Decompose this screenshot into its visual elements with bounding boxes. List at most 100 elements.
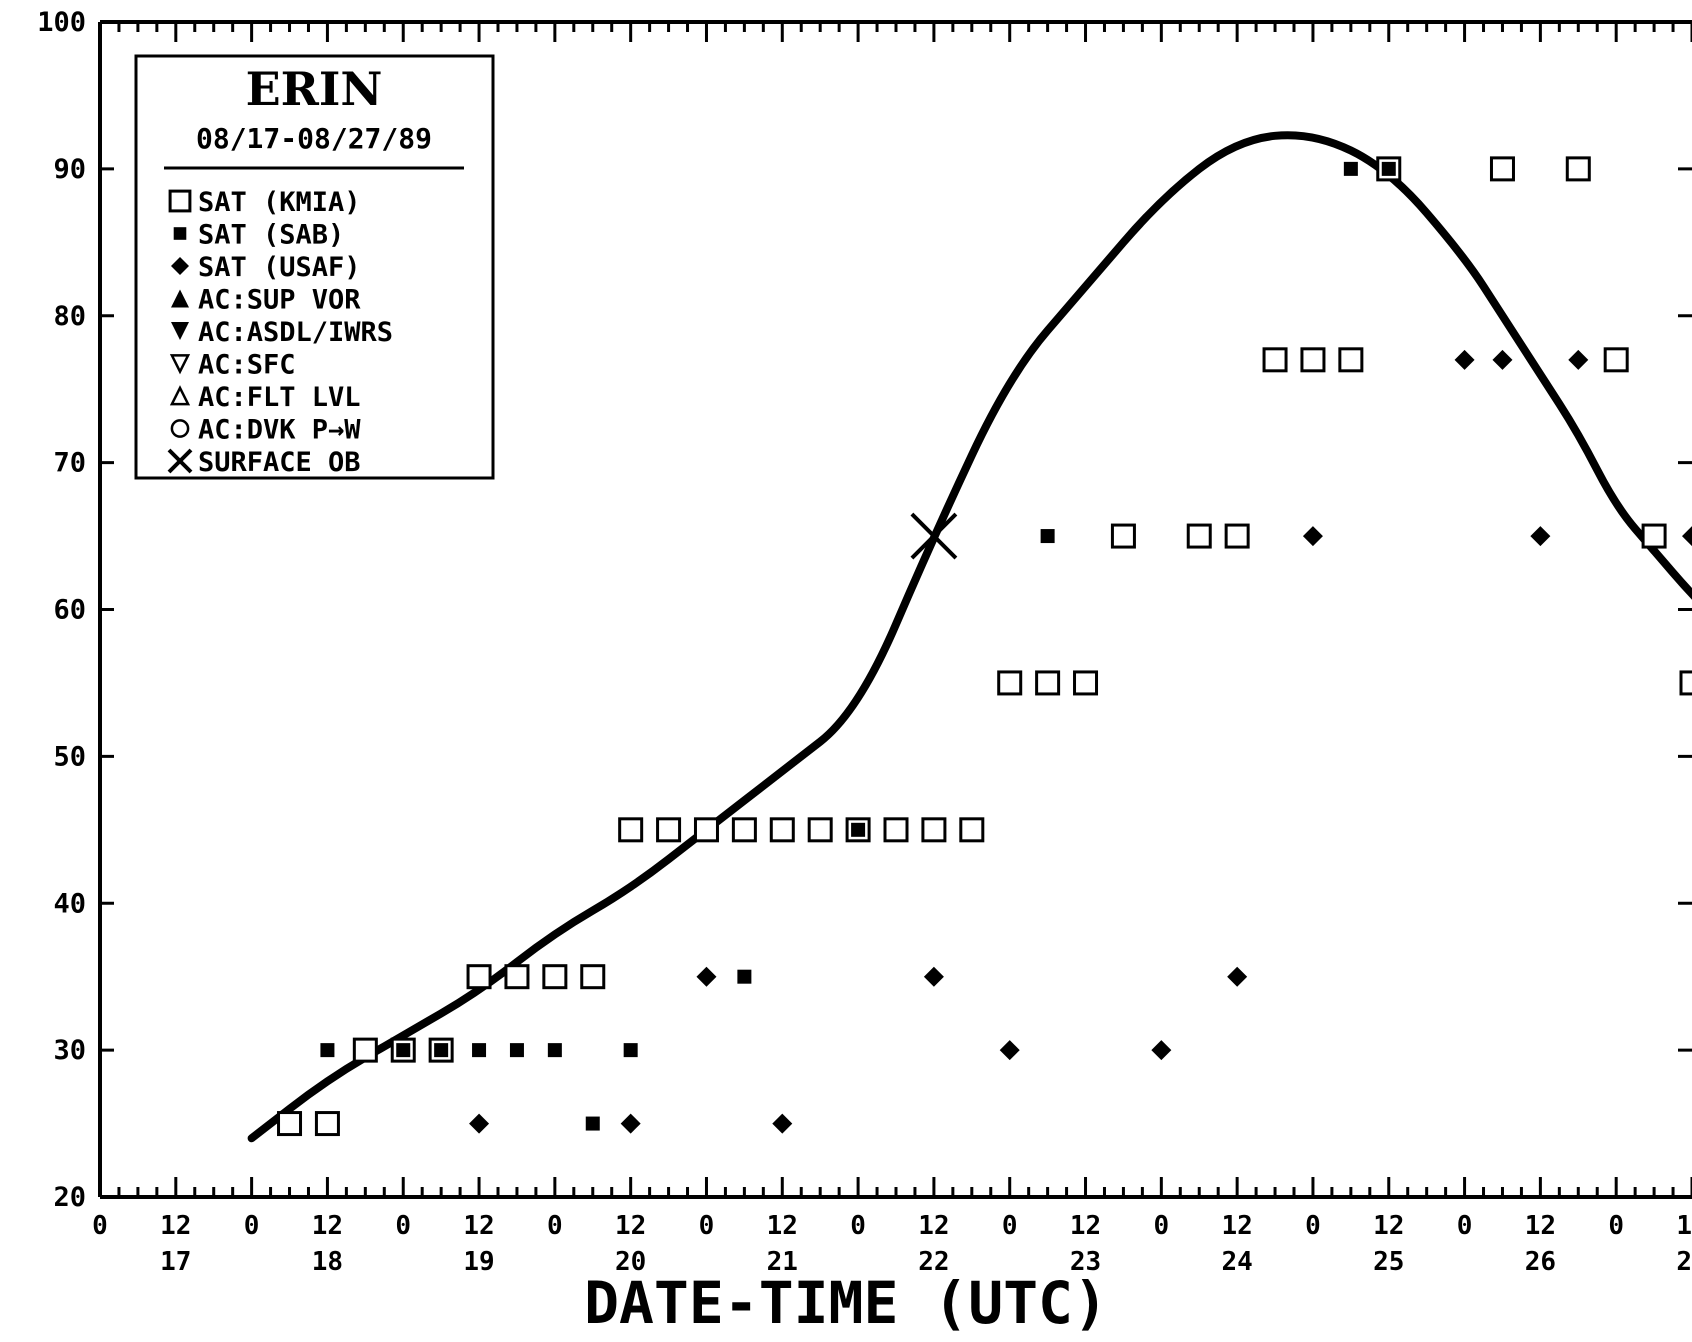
- marker-diamond: [1227, 966, 1248, 987]
- marker-diamond: [1568, 349, 1589, 370]
- chart-subtitle: 08/17-08/27/89: [196, 122, 432, 155]
- marker-open-square: [1110, 523, 1136, 549]
- marker-diamond: [1151, 1040, 1172, 1061]
- x-day-label: 17: [160, 1247, 191, 1277]
- marker-open-circle: [170, 419, 190, 438]
- legend-entry-label: AC:SUP VOR: [198, 285, 361, 316]
- legend-entry-label: SAT (USAF): [198, 252, 361, 283]
- marker-open-square: [1489, 156, 1515, 182]
- x-hour-label: 12: [160, 1211, 191, 1241]
- marker-x-stroke: [910, 512, 958, 560]
- x-day-label: 26: [1525, 1247, 1556, 1277]
- marker-diamond: [999, 1040, 1020, 1061]
- marker-open-square: [580, 964, 606, 990]
- marker-diamond: [923, 966, 944, 987]
- marker-diamond: [1530, 526, 1551, 547]
- marker-diamond: [1302, 526, 1323, 547]
- x-hour-label: 12: [463, 1211, 494, 1241]
- marker-open-square: [959, 817, 985, 843]
- legend: ERIN 08/17-08/27/89 SAT (KMIA)SAT (SAB)S…: [134, 54, 495, 480]
- marker-diamond: [620, 1113, 641, 1134]
- marker-filled-square: [851, 822, 866, 837]
- marker-diamond: [1682, 526, 1692, 547]
- x-hour-label: 12: [615, 1211, 646, 1241]
- marker-filled-square: [1343, 161, 1358, 176]
- x-hour-label: 12: [1373, 1211, 1404, 1241]
- marker-open-square: [997, 670, 1023, 696]
- marker-open-square: [1565, 156, 1591, 182]
- x-hour-label: 12: [1221, 1211, 1252, 1241]
- marker-open-square: [542, 964, 568, 990]
- best-track-line: [247, 131, 1692, 1143]
- marker-filled-square: [320, 1043, 335, 1058]
- marker-x: [910, 512, 958, 560]
- marker-filled-square: [434, 1043, 449, 1058]
- marker-open-square: [807, 817, 833, 843]
- marker-open-square: [921, 817, 947, 843]
- x-day-label: 21: [767, 1247, 798, 1277]
- marker-open-square: [1186, 523, 1212, 549]
- x-hour-label: 0: [1002, 1211, 1018, 1241]
- marker-open-square: [769, 817, 795, 843]
- legend-entry-label: SURFACE OB: [198, 447, 361, 478]
- legend-entry-label: AC:SFC: [198, 350, 296, 381]
- marker-open-square: [466, 964, 492, 990]
- marker-diamond: [469, 1113, 490, 1134]
- y-tick-label: 40: [53, 888, 86, 919]
- x-day-label: 24: [1221, 1247, 1252, 1277]
- y-tick-label: 50: [53, 741, 86, 772]
- x-day-label: 20: [615, 1247, 646, 1277]
- x-day-label: 25: [1373, 1247, 1404, 1277]
- marker-open-square: [731, 817, 757, 843]
- x-day-label: 19: [463, 1247, 494, 1277]
- marker-filled-square: [472, 1043, 487, 1058]
- marker-open-square: [1679, 670, 1692, 696]
- marker-triangle-up: [171, 289, 189, 308]
- marker-filled-square: [396, 1043, 411, 1058]
- marker-open-square: [656, 817, 682, 843]
- x-hour-label: 12: [1525, 1211, 1556, 1241]
- x-hour-label: 12: [767, 1211, 798, 1241]
- marker-filled-square: [1381, 161, 1396, 176]
- marker-open-square: [883, 817, 909, 843]
- marker-open-square: [277, 1111, 303, 1137]
- y-tick-label: 100: [37, 7, 86, 38]
- y-tick-label: 60: [53, 595, 86, 626]
- x-hour-label: 12: [1676, 1211, 1692, 1241]
- y-tick-label: 30: [53, 1035, 86, 1066]
- marker-diamond: [1492, 349, 1513, 370]
- x-hour-label: 0: [547, 1211, 563, 1241]
- marker-open-square: [314, 1111, 340, 1137]
- marker-filled-square: [173, 227, 187, 240]
- x-axis-label: DATE-TIME (UTC): [584, 1269, 1108, 1337]
- marker-open-square: [352, 1037, 378, 1063]
- marker-filled-square: [737, 969, 752, 984]
- marker-open-square: [618, 817, 644, 843]
- x-hour-label: 0: [1154, 1211, 1170, 1241]
- marker-diamond: [1454, 349, 1475, 370]
- marker-diamond: [696, 966, 717, 987]
- x-hour-label: 0: [699, 1211, 715, 1241]
- marker-open-square: [168, 189, 192, 213]
- x-hour-label: 12: [312, 1211, 343, 1241]
- x-hour-label: 0: [1305, 1211, 1321, 1241]
- marker-open-square: [1224, 523, 1250, 549]
- marker-open-square: [1035, 670, 1061, 696]
- marker-diamond: [772, 1113, 793, 1134]
- x-day-label: 22: [918, 1247, 949, 1277]
- x-hour-label: 0: [1457, 1211, 1473, 1241]
- x-hour-label: 0: [92, 1211, 108, 1241]
- marker-filled-square: [509, 1043, 524, 1058]
- x-hour-label: 0: [1608, 1211, 1624, 1241]
- marker-open-square: [1338, 347, 1364, 373]
- x-day-label: 18: [312, 1247, 343, 1277]
- marker-x-stroke: [167, 448, 193, 474]
- legend-entry-label: SAT (SAB): [198, 220, 344, 251]
- marker-open-square: [1073, 670, 1099, 696]
- x-day-label: 27: [1676, 1247, 1692, 1277]
- marker-open-square: [1603, 347, 1629, 373]
- legend-box: [134, 54, 495, 480]
- x-hour-label: 0: [244, 1211, 260, 1241]
- legend-entry-label: SAT (KMIA): [198, 187, 361, 218]
- marker-diamond: [171, 257, 189, 275]
